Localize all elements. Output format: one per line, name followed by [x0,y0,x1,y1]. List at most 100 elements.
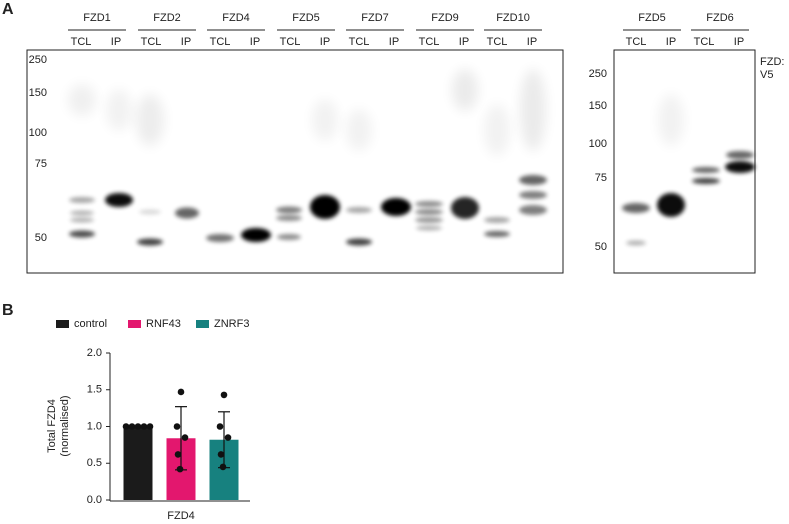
y-tick-label: 1.5 [87,384,102,396]
y-axis-label: Total FZD4 [46,399,58,453]
band [520,69,546,151]
bar [123,426,153,500]
lane-label: IP [666,36,676,48]
legend-swatch [196,320,209,328]
band [484,231,510,237]
group-label: FZD10 [496,12,530,24]
lane-label: TCL [419,36,440,48]
band [136,94,164,146]
lane-label: TCL [280,36,301,48]
band [346,109,372,151]
band [519,175,547,185]
band [416,225,442,231]
band [346,238,372,246]
group-label: FZD5 [292,12,320,24]
band [276,206,302,214]
data-point [134,423,142,430]
band [106,89,132,131]
band [658,94,684,146]
lane-label: TCL [210,36,231,48]
lane-label: IP [734,36,744,48]
lane-label: IP [181,36,191,48]
band [70,217,94,223]
band [519,191,547,199]
data-point [181,434,189,441]
panel-label: A [2,1,14,18]
y-tick-label: 0.5 [87,457,102,469]
lane-label: IP [459,36,469,48]
band [277,234,301,240]
group-label: FZD5 [638,12,666,24]
band [206,234,234,242]
y-tick-label: 1.0 [87,420,102,432]
band [139,209,161,215]
lane-label: IP [250,36,260,48]
marker-label: 75 [595,172,607,184]
marker-label: 100 [29,127,47,139]
band [137,238,163,246]
band [692,167,720,173]
legend-swatch [56,320,69,328]
band [452,69,478,111]
band [310,195,340,219]
band [484,217,510,223]
data-point [217,451,225,458]
data-point [216,423,224,430]
band [381,198,411,216]
data-point [128,423,136,430]
band [692,178,720,184]
band [622,203,650,213]
legend-label: control [74,318,107,330]
lane-label: IP [527,36,537,48]
band [346,207,372,213]
data-point [146,423,154,430]
panel-label: B [2,302,14,319]
x-tick-label: FZD4 [167,510,195,522]
band [484,104,510,156]
data-point [176,465,184,473]
band [415,209,443,215]
tag-label: V5 [760,69,773,81]
band [312,99,338,141]
lane-label: IP [389,36,399,48]
y-tick-label: 2.0 [87,347,102,359]
lane-label: IP [320,36,330,48]
group-label: FZD9 [431,12,459,24]
band [69,197,95,203]
band [276,215,302,221]
y-tick-label: 0.0 [87,494,102,506]
tag-label: FZD: [760,56,784,68]
band [726,151,754,159]
group-label: FZD7 [361,12,389,24]
band [657,193,685,217]
lane-label: TCL [349,36,370,48]
lane-label: TCL [487,36,508,48]
marker-label: 150 [29,87,47,99]
blot-bands [68,69,755,246]
band [451,197,479,219]
lane-label: TCL [694,36,715,48]
y-axis-label: (normalised) [59,395,71,456]
data-point [173,423,181,430]
data-point [177,388,185,396]
marker-label: 75 [35,158,47,170]
marker-label: 250 [29,54,47,66]
lane-label: IP [111,36,121,48]
marker-label: 100 [589,138,607,150]
marker-label: 250 [589,68,607,80]
data-point [219,463,227,471]
group-label: FZD2 [153,12,181,24]
band [68,84,96,116]
band [175,207,199,219]
marker-label: 50 [595,241,607,253]
group-label: FZD6 [706,12,734,24]
legend-swatch [128,320,141,328]
lane-label: TCL [71,36,92,48]
band [626,240,646,246]
marker-label: 50 [35,232,47,244]
blot-frame [613,49,756,274]
data-point [140,423,148,430]
legend-label: RNF43 [146,318,181,330]
marker-label: 150 [589,100,607,112]
